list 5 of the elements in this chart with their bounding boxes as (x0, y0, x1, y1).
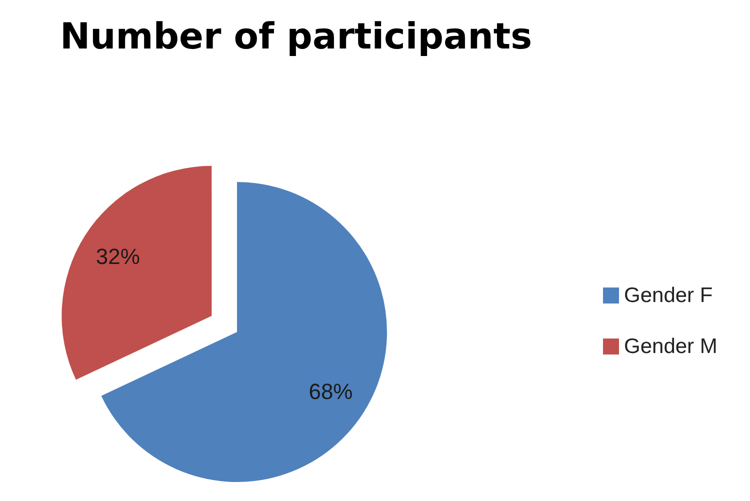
chart-title: Number of participants (60, 16, 532, 58)
data-label: 32% (96, 244, 140, 269)
data-label: 68% (308, 378, 353, 404)
legend-label: Gender F (624, 284, 713, 307)
legend-label: Gender M (624, 335, 718, 358)
